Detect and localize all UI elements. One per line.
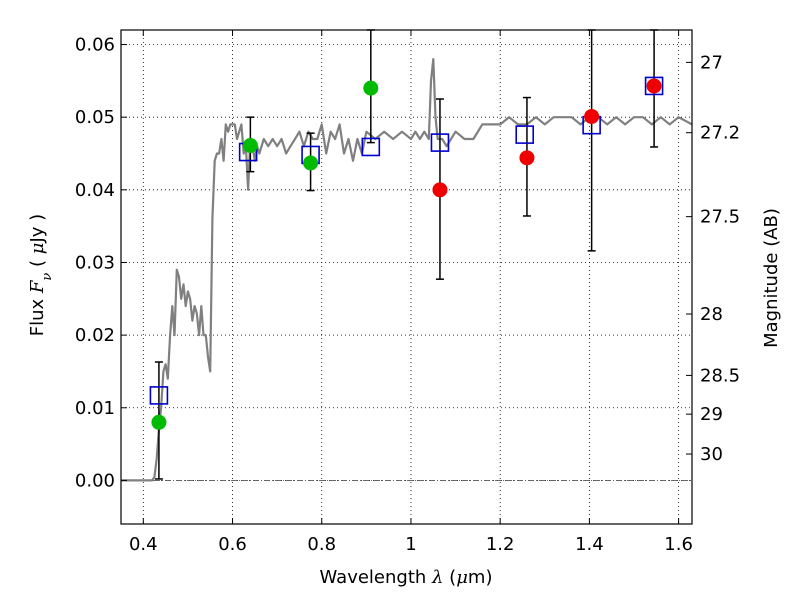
observed-points: [151, 78, 662, 430]
model-point-square: [361, 137, 381, 157]
y-axis-label-prefix: Flux: [27, 293, 48, 336]
grid-lines: [121, 30, 692, 524]
tick-labels: 0.4 0.6 0.8 1 1.2 1.4 1.6 0.00 0.01 0.02 0.03 0.04 0…: [75, 35, 740, 555]
x-tick-label: 0.8: [307, 534, 336, 555]
green-data-point: [363, 80, 379, 96]
model-point-square: [515, 125, 535, 144]
y2-axis-label: Magnitude (AB): [761, 208, 782, 348]
y2-tick-label: 28.5: [700, 365, 740, 386]
y-tick-label: 0.01: [75, 398, 115, 419]
red-data-point: [646, 78, 662, 94]
y-axis-label: Flux Fν ( μJy ): [27, 214, 55, 336]
model-sed-curve: [121, 57, 693, 482]
x-tick-label: 0.4: [129, 534, 158, 555]
y-axis-label-symbol: F: [27, 279, 48, 294]
green-data-point: [303, 155, 319, 171]
y2-tick-label: 30: [700, 444, 723, 465]
y-tick-label: 0.00: [75, 470, 115, 491]
red-data-point: [584, 108, 600, 124]
x-axis-label-unit-rest: m): [468, 567, 493, 588]
plot-frame: [120, 29, 693, 525]
model-point-square: [644, 76, 664, 96]
model-point-square: [149, 386, 169, 405]
red-data-point: [519, 150, 535, 166]
x-axis-label-prefix: Wavelength: [320, 567, 433, 588]
axis-ticks: [121, 30, 692, 524]
y-tick-label: 0.05: [75, 107, 115, 128]
x-tick-label: 0.6: [218, 534, 247, 555]
model-sed-line: [121, 57, 693, 482]
x-axis-label: Wavelength λ (μm): [320, 567, 493, 588]
x-tick-label: 1.6: [664, 534, 693, 555]
x-tick-label: 1: [405, 534, 416, 555]
y2-tick-label: 29: [700, 404, 723, 425]
y-tick-label: 0.04: [75, 180, 115, 201]
y2-tick-label: 28: [700, 304, 723, 325]
y-tick-label: 0.03: [75, 252, 115, 273]
x-axis-label-mid: (: [443, 567, 456, 588]
y-axis-label-unit-rest: Jy ): [27, 214, 48, 244]
error-bars: [154, 29, 659, 480]
model-point-square: [430, 133, 450, 152]
red-data-point: [432, 182, 448, 198]
y-axis-label-subscript: ν: [40, 273, 55, 281]
green-data-point: [242, 138, 258, 154]
y-axis-label-unit-mu: μ: [27, 243, 48, 255]
x-tick-label: 1.2: [486, 534, 515, 555]
y2-tick-label: 27: [700, 52, 723, 73]
y-tick-label: 0.06: [75, 35, 115, 56]
y-axis-label-mid: (: [27, 254, 48, 272]
y2-tick-label: 27.5: [700, 207, 740, 228]
x-tick-label: 1.4: [575, 534, 604, 555]
y-tick-label: 0.02: [75, 325, 115, 346]
green-data-point: [151, 414, 167, 430]
x-axis-label-unit-mu: μ: [456, 567, 468, 588]
x-axis-label-symbol: λ: [431, 567, 443, 588]
y2-tick-label: 27.2: [700, 123, 740, 144]
